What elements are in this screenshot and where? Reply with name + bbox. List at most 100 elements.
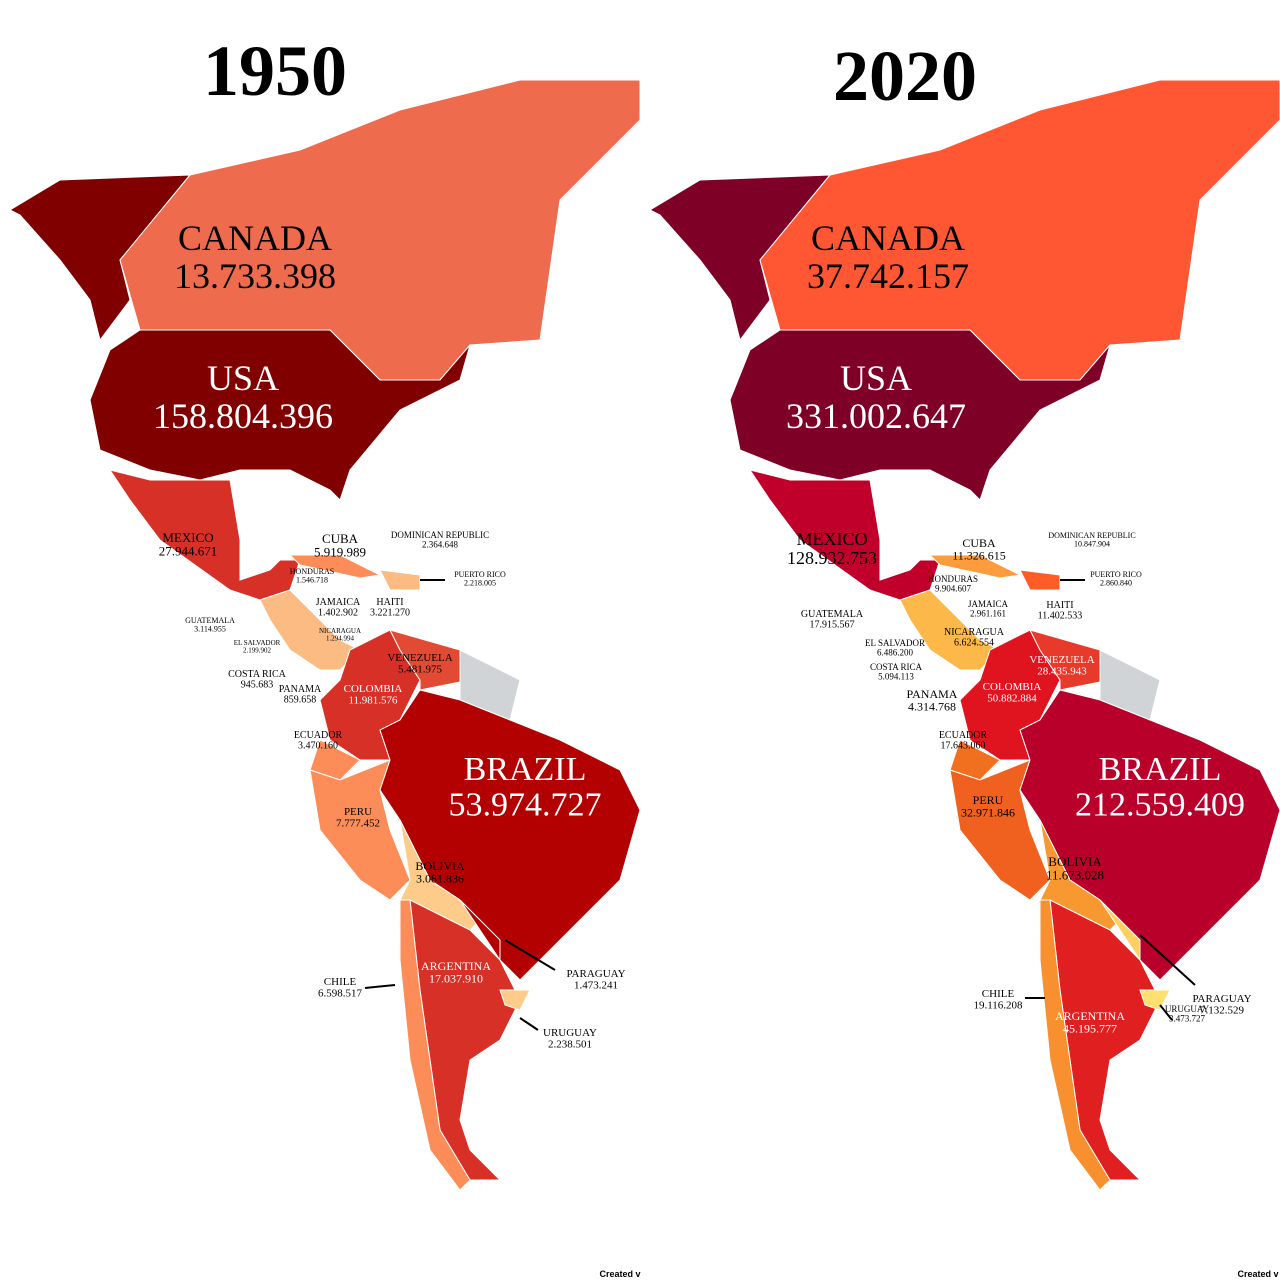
country-name: CHILE [324, 976, 357, 988]
country-name: PANAMA [907, 687, 958, 701]
country-name: CUBA [962, 536, 996, 550]
country-name: ARGENTINA [1055, 1009, 1125, 1023]
credit: Created v [599, 1269, 640, 1279]
country-population: 6.624.554 [954, 638, 994, 649]
country-population: 11.326.615 [952, 549, 1006, 563]
country-name: URUGUAY [1165, 1004, 1210, 1014]
country-population: 7.777.452 [336, 818, 380, 830]
country-population: 11.402.533 [1038, 611, 1083, 622]
country-population: 2.961.161 [970, 608, 1006, 618]
country-name: ECUADOR [294, 730, 343, 741]
country-population: 17.037.910 [429, 972, 483, 986]
country-name: COSTA RICA [870, 662, 923, 672]
country-name: PUERTO RICO [454, 570, 506, 579]
country-name: COLOMBIA [344, 683, 403, 695]
country-name: JAMAICA [968, 599, 1009, 609]
country-population: 859.658 [284, 695, 317, 706]
country-population: 37.742.157 [807, 256, 969, 296]
country-name: HONDURAS [928, 574, 978, 584]
country-population: 5.919.989 [314, 545, 366, 560]
country-population: 5.481.975 [398, 664, 443, 676]
country-population: 50.882.884 [987, 693, 1037, 705]
country-name: PUERTO RICO [1090, 570, 1142, 579]
country-population: 2.364.648 [422, 539, 459, 549]
country-name: PARAGUAY [566, 968, 625, 980]
country-population: 331.002.647 [786, 396, 966, 436]
country-population: 27.944.671 [159, 544, 218, 559]
country-population: 32.971.846 [961, 806, 1015, 820]
country-population: 11.981.576 [348, 695, 398, 707]
country-name: URUGUAY [543, 1027, 597, 1039]
country-population: 2.199.902 [243, 646, 272, 654]
country-name: HAITI [376, 597, 403, 608]
country-name: CHILE [982, 988, 1015, 1000]
country-population: 6.598.517 [318, 988, 363, 1000]
country-name: USA [840, 358, 912, 398]
country-population: 13.733.398 [174, 256, 336, 296]
country-population: 158.804.396 [153, 396, 333, 436]
country-population: 3.081.836 [416, 872, 464, 886]
country-population: 3.221.270 [370, 608, 410, 619]
country-name: NICARAGUA [319, 627, 361, 635]
country-name: BRAZIL [1099, 751, 1222, 788]
country-name: BRAZIL [464, 751, 587, 788]
country-population: 53.974.727 [449, 787, 602, 824]
country-population: 11.673.028 [1046, 868, 1104, 883]
country-population: 1.294.994 [326, 634, 355, 642]
country-name: GUATEMALA [801, 609, 864, 620]
country-name: ARGENTINA [421, 959, 491, 973]
country-name: EL SALVADOR [234, 639, 281, 647]
country-name: MEXICO [797, 529, 868, 549]
country-name: PANAMA [279, 684, 322, 695]
country-population: 3.470.160 [298, 741, 338, 752]
country-name: NICARAGUA [944, 627, 1005, 638]
country-population: 10.847.904 [1074, 539, 1110, 548]
country-population: 1.402.902 [318, 608, 358, 619]
country-name: CANADA [811, 218, 965, 258]
country-population: 17.915.567 [810, 620, 855, 631]
country-name: PERU [973, 793, 1004, 807]
country-name: USA [207, 358, 279, 398]
country-population: 3.114.955 [194, 624, 226, 633]
country-population: 128.932.753 [787, 548, 877, 568]
country-population: 1.473.241 [574, 980, 618, 992]
country-population: 4.314.768 [908, 700, 956, 714]
country-population: 9.904.607 [935, 583, 972, 593]
country-population: 45.195.777 [1063, 1022, 1117, 1036]
country-name: BOLIVIA [415, 859, 465, 873]
country-population: 7.132.529 [1200, 1005, 1245, 1017]
country-population: 19.116.208 [973, 1000, 1023, 1012]
country-name: MEXICO [162, 530, 213, 545]
country-name: DOMINICAN REPUBLIC [391, 530, 489, 540]
country-name: VENEZUELA [1029, 654, 1094, 666]
country-name: PARAGUAY [1192, 993, 1251, 1005]
country-population: 6.486.200 [877, 647, 914, 657]
country-name: COSTA RICA [228, 669, 287, 680]
country-name: CUBA [322, 531, 359, 546]
country-population: 17.643.060 [941, 741, 986, 752]
country-name: JAMAICA [316, 597, 361, 608]
country-name: GUATEMALA [185, 616, 235, 625]
country-population: 2.238.501 [548, 1039, 592, 1051]
country-name: BOLIVIA [1048, 854, 1102, 869]
country-population: 2.860.840 [1100, 578, 1132, 587]
country-population: 3.473.727 [1169, 1013, 1206, 1023]
arrows [364, 579, 1196, 1031]
country-name: PERU [344, 806, 372, 818]
country-name: VENEZUELA [387, 652, 452, 664]
country-name: DOMINICAN REPUBLIC [1048, 531, 1135, 540]
country-population: 212.559.409 [1075, 787, 1245, 824]
country-population: 28.435.943 [1037, 666, 1087, 678]
country-population: 5.094.113 [878, 671, 914, 681]
country-name: HONDURAS [290, 567, 334, 576]
map-title: 2020 [833, 36, 977, 116]
country-population: 1.546.718 [296, 575, 328, 584]
country-population: 2.218.005 [464, 578, 496, 587]
map-title: 1950 [203, 31, 347, 111]
country-population: 945.683 [241, 680, 274, 691]
country-name: HAITI [1046, 600, 1073, 611]
country-name: COLOMBIA [983, 681, 1042, 693]
credit: Created v [1237, 1269, 1278, 1279]
country-name: CANADA [178, 218, 332, 258]
